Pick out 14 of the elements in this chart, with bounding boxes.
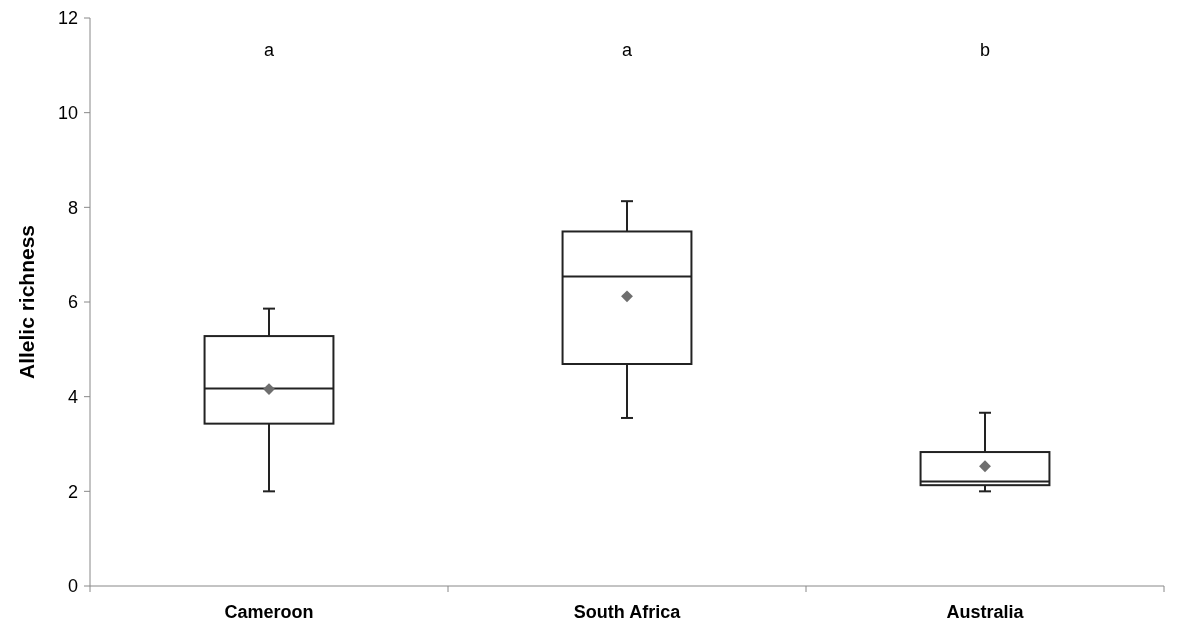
- y-tick-label: 10: [57, 102, 78, 123]
- annotation: b: [979, 40, 991, 61]
- y-tick-label: 8: [67, 197, 78, 218]
- annotation: a: [621, 40, 633, 61]
- x-tick-label: South Africa: [573, 602, 682, 622]
- annotation: a: [263, 40, 275, 61]
- y-tick-label: 12: [57, 8, 78, 29]
- x-tick-label: Australia: [946, 602, 1025, 622]
- y-axis-title: Allelic richness: [15, 224, 38, 380]
- y-tick-label: 4: [67, 386, 78, 407]
- x-tick-label: Cameroon: [224, 602, 314, 622]
- y-tick-label: 2: [67, 481, 78, 502]
- y-tick-label: 0: [67, 576, 78, 597]
- y-tick-label: 6: [67, 292, 78, 313]
